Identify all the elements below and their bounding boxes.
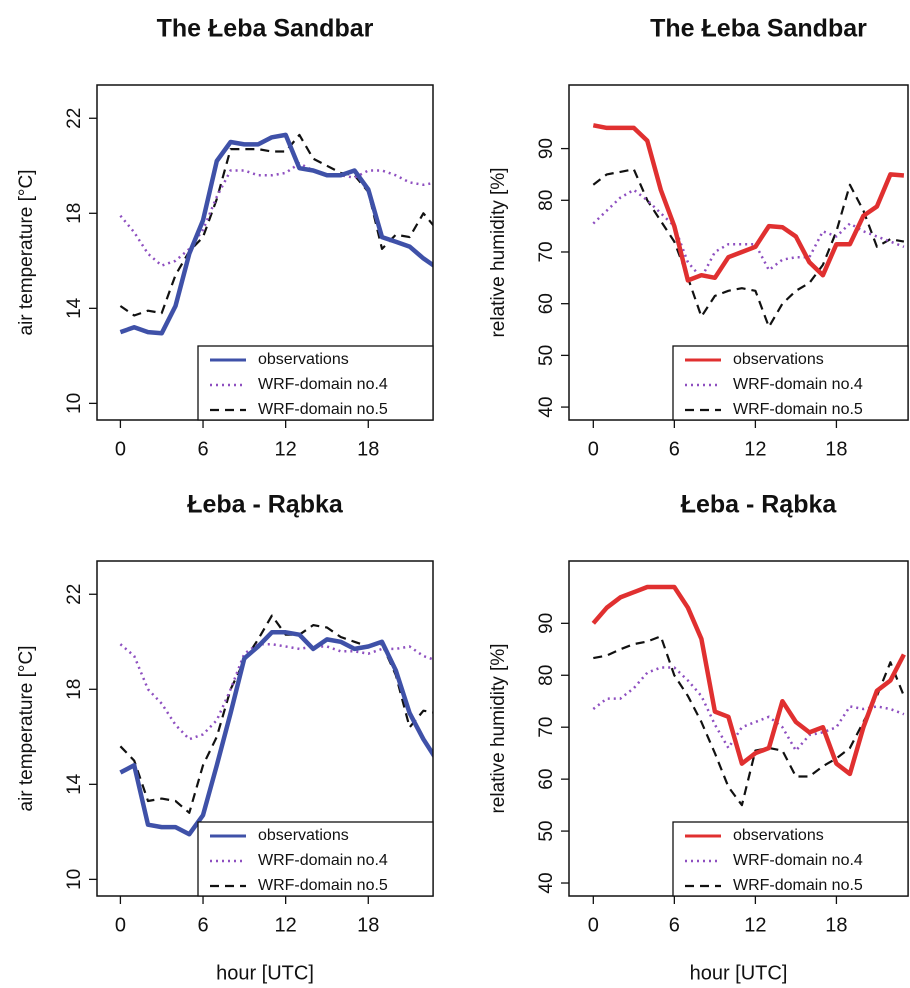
- y-tick-label: 80: [536, 190, 557, 211]
- legend-label: WRF-domain no.5: [258, 877, 388, 894]
- legend-label: WRF-domain no.4: [733, 376, 863, 393]
- series-line: [119, 162, 433, 267]
- legend-box: [672, 345, 909, 421]
- legend-box: [672, 821, 909, 897]
- x-axis-label: hour [UTC]: [690, 962, 788, 984]
- legend-label: WRF-domain no.4: [258, 852, 388, 869]
- x-tick-label: 0: [115, 914, 126, 936]
- y-tick-label: 80: [536, 665, 557, 686]
- x-tick-label: 12: [744, 438, 766, 460]
- legend-label: observations: [258, 351, 349, 368]
- chart-title: The Łeba Sandbar: [650, 15, 867, 43]
- x-tick-label: 12: [275, 438, 297, 460]
- x-tick-label: 0: [115, 438, 126, 460]
- x-tick-label: 18: [825, 914, 847, 936]
- chart-title: Łeba - Rąbka: [187, 491, 344, 519]
- y-tick-label: 18: [64, 679, 85, 700]
- y-tick-label: 10: [64, 393, 85, 414]
- x-tick-label: 0: [588, 438, 599, 460]
- y-tick-label: 10: [64, 869, 85, 890]
- x-tick-label: 6: [197, 438, 208, 460]
- chart-title: Łeba - Rąbka: [681, 491, 838, 519]
- x-tick-label: 6: [669, 914, 680, 936]
- y-tick-label: 50: [536, 345, 557, 366]
- legend-label: observations: [733, 827, 824, 844]
- y-tick-label: 70: [536, 241, 557, 262]
- x-axis-label: hour [UTC]: [216, 962, 314, 984]
- panel: The Łeba Sandbar relative humidity [%] 40 5…: [488, 15, 909, 460]
- panel: Łeba - Rąbka relative humidity [%] hour [U…: [488, 491, 909, 984]
- x-tick-label: 18: [825, 438, 847, 460]
- legend-label: WRF-domain no.5: [733, 877, 863, 894]
- y-tick-label: 22: [64, 584, 85, 605]
- x-tick-label: 0: [588, 914, 599, 936]
- chart-title: The Łeba Sandbar: [157, 15, 374, 43]
- legend-label: WRF-domain no.4: [733, 852, 863, 869]
- series-line: [119, 614, 433, 814]
- x-tick-label: 6: [197, 914, 208, 936]
- plot-lines: [119, 614, 433, 837]
- x-tick-label: 12: [275, 914, 297, 936]
- y-axis-label: air temperature [°C]: [16, 170, 37, 336]
- x-tick-label: 18: [357, 914, 379, 936]
- plot-lines: [119, 132, 433, 336]
- x-tick-label: 6: [669, 438, 680, 460]
- series-line: [593, 635, 905, 807]
- y-tick-label: 90: [536, 138, 557, 159]
- series-line: [119, 630, 433, 837]
- y-tick-label: 18: [64, 203, 85, 224]
- y-tick-label: 14: [64, 773, 85, 795]
- plot-lines: [591, 584, 906, 807]
- series-line: [592, 666, 905, 752]
- plot-lines: [592, 123, 905, 328]
- y-tick-label: 50: [536, 821, 557, 842]
- legend-label: WRF-domain no.5: [733, 401, 863, 418]
- series-line: [119, 132, 433, 336]
- y-tick-label: 90: [536, 613, 557, 634]
- legend-box: [197, 345, 434, 421]
- y-tick-label: 70: [536, 717, 557, 738]
- y-tick-label: 14: [64, 297, 85, 319]
- series-line: [591, 584, 906, 777]
- y-axis-label: relative humidity [%]: [488, 643, 509, 813]
- x-tick-label: 12: [744, 914, 766, 936]
- legend-label: WRF-domain no.4: [258, 376, 388, 393]
- y-tick-label: 60: [536, 769, 557, 790]
- y-axis-label: relative humidity [%]: [488, 167, 509, 337]
- y-tick-label: 22: [64, 108, 85, 129]
- y-tick-label: 40: [536, 397, 557, 418]
- panel: The Łeba Sandbar air temperature [°C] 10 14…: [16, 15, 434, 460]
- legend-label: observations: [258, 827, 349, 844]
- legend-label: WRF-domain no.5: [258, 401, 388, 418]
- legend-label: observations: [733, 351, 824, 368]
- y-axis-label: air temperature [°C]: [16, 646, 37, 812]
- x-tick-label: 18: [357, 438, 379, 460]
- series-line: [119, 133, 433, 317]
- series-line: [592, 188, 905, 280]
- series-line: [592, 123, 905, 283]
- panel: Łeba - Rąbka air temperature [°C] hour [UT…: [16, 491, 434, 984]
- y-tick-label: 60: [536, 293, 557, 314]
- y-tick-label: 40: [536, 872, 557, 893]
- series-line: [592, 168, 905, 328]
- legend-box: [197, 821, 434, 897]
